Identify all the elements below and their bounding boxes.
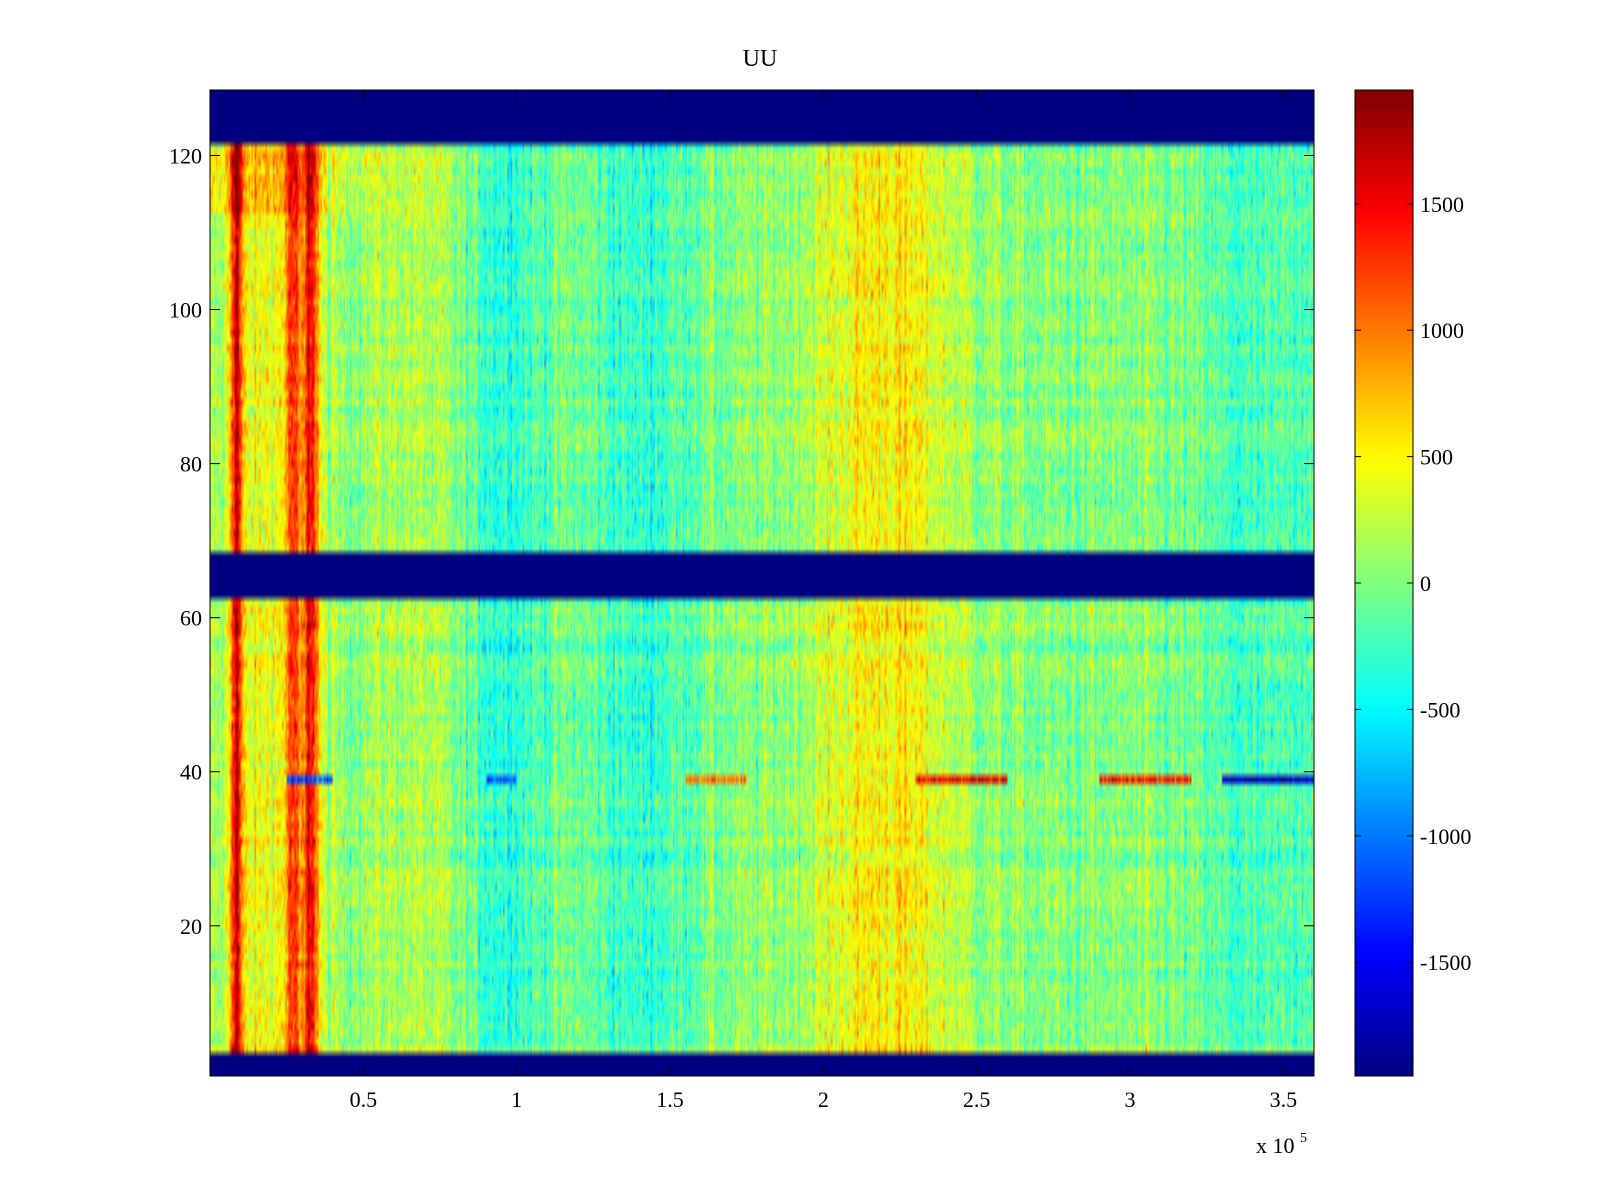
x-tick-label: 2.5 [963,1087,991,1112]
y-axis: 20 40 60 80 100 120 [169,143,1314,939]
x-axis-multiplier: x 10 5 [1256,1131,1307,1158]
x-axis-multiplier-exponent: 5 [1300,1131,1307,1146]
colorbar-tick-label: -1000 [1420,824,1471,849]
y-tick-label: 80 [180,452,202,477]
y-tick-label: 60 [180,606,202,631]
colorbar: -1500 -1000 -500 0 500 1000 1500 [1354,89,1471,1077]
colorbar-image [1355,90,1413,1076]
x-tick-label: 2 [818,1087,829,1112]
x-tick-label: 3.5 [1270,1087,1298,1112]
y-tick-label: 20 [180,914,202,939]
x-axis: 0.5 1 1.5 2 2.5 3 3.5 [350,90,1298,1112]
chart-title: UU [743,46,778,72]
y-tick-label: 120 [169,143,202,168]
heatmap-plot-area [209,89,1315,1077]
x-tick-label: 0.5 [350,1087,378,1112]
y-tick-label: 100 [169,298,202,323]
colorbar-tick-label: 1000 [1420,318,1464,343]
x-tick-label: 1 [511,1087,522,1112]
x-tick-label: 3 [1125,1087,1136,1112]
y-tick-label: 40 [180,760,202,785]
colorbar-tick-label: 500 [1420,445,1453,470]
colorbar-ticks: -1500 -1000 -500 0 500 1000 1500 [1355,192,1471,975]
colorbar-tick-label: 1500 [1420,192,1464,217]
colorbar-tick-label: -500 [1420,697,1460,722]
x-tick-label: 1.5 [656,1087,684,1112]
colorbar-tick-label: -1500 [1420,950,1471,975]
heatmap-image [210,90,1314,1076]
colorbar-tick-label: 0 [1420,571,1431,596]
x-axis-multiplier-base: x 10 [1256,1133,1295,1158]
plot-frame [209,89,1315,1077]
